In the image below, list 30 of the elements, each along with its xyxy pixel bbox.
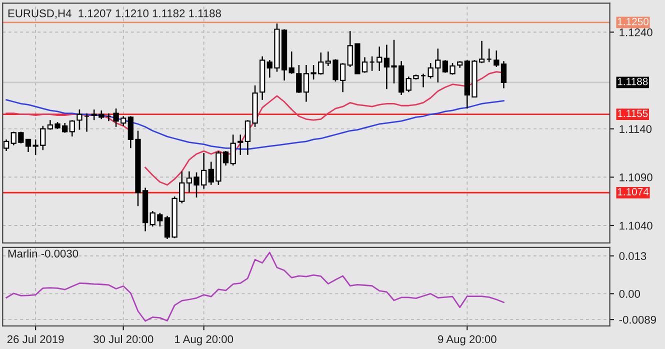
candlestick bbox=[106, 112, 112, 122]
candlestick bbox=[3, 138, 10, 152]
x-tick-label: 30 Jul 20:00 bbox=[94, 334, 154, 344]
candlestick bbox=[69, 119, 75, 138]
y-tick-label: 1.1040 bbox=[620, 222, 652, 230]
chart-title: Marlin -0.0030 bbox=[8, 249, 78, 258]
candlestick bbox=[238, 134, 244, 156]
y-tick-label: 1.1090 bbox=[620, 173, 652, 182]
x-tick-label: 1 Aug 20:00 bbox=[175, 335, 234, 346]
candlestick bbox=[420, 73, 426, 88]
ref-line-label: 1.1155 bbox=[618, 110, 648, 118]
y-tick-label: 0.013 bbox=[619, 252, 646, 260]
candlestick bbox=[486, 48, 492, 63]
ref-line-label: 1.1188 bbox=[618, 78, 648, 86]
candlestick bbox=[500, 60, 507, 89]
ref-line-label: 1.1250 bbox=[618, 18, 649, 26]
y-tick-label: 0.00 bbox=[619, 290, 640, 298]
candlestick bbox=[376, 46, 382, 72]
y-tick-label: -0.0089 bbox=[619, 316, 656, 324]
candlestick bbox=[84, 112, 90, 132]
chart-title: EURUSD,H4 1.1207 1.1210 1.1182 1.1188 bbox=[8, 9, 221, 19]
candlestick bbox=[76, 108, 82, 130]
candlestick bbox=[494, 50, 500, 68]
y-tick-label: 1.1240 bbox=[620, 28, 652, 36]
ref-line-label: 1.1074 bbox=[618, 188, 649, 196]
x-tick-label: 9 Aug 20:00 bbox=[438, 335, 496, 346]
candlestick bbox=[230, 134, 236, 166]
candlestick bbox=[369, 56, 375, 72]
y-tick-label: 1.1140 bbox=[620, 125, 652, 133]
x-tick-label: 26 Jul 2019 bbox=[7, 334, 64, 344]
